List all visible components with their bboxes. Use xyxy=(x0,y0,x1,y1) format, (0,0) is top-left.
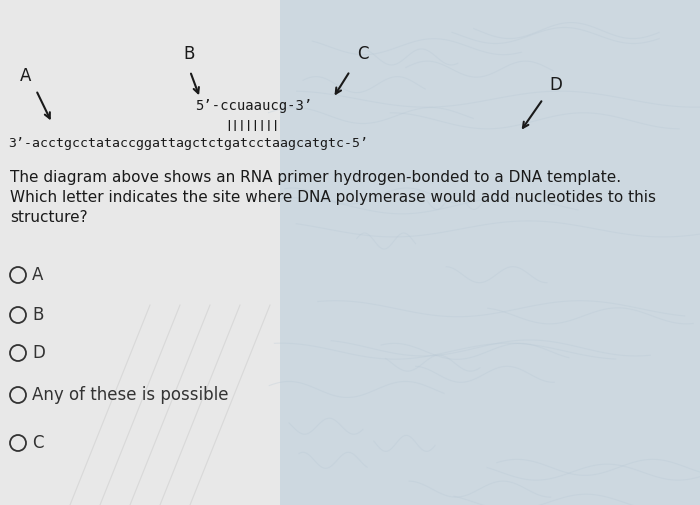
Text: C: C xyxy=(357,45,368,63)
Text: D: D xyxy=(549,76,562,94)
Text: C: C xyxy=(32,434,43,452)
Text: The diagram above shows an RNA primer hydrogen-bonded to a DNA template.: The diagram above shows an RNA primer hy… xyxy=(10,170,621,185)
Bar xyxy=(0,0,280,505)
Text: Which letter indicates the site where DNA polymerase would add nucleotides to th: Which letter indicates the site where DN… xyxy=(10,190,656,205)
Text: D: D xyxy=(32,344,45,362)
Text: 5’-ccuaaucg-3’: 5’-ccuaaucg-3’ xyxy=(195,99,312,113)
Text: B: B xyxy=(183,45,195,63)
Text: A: A xyxy=(32,266,43,284)
Text: ||||||||: |||||||| xyxy=(225,120,279,131)
Text: B: B xyxy=(32,306,43,324)
Text: structure?: structure? xyxy=(10,210,88,225)
Bar xyxy=(280,0,700,505)
Text: Any of these is possible: Any of these is possible xyxy=(32,386,228,404)
Text: 3’-acctgcctataccggattagctctgatcctaagcatgtc-5’: 3’-acctgcctataccggattagctctgatcctaagcatg… xyxy=(8,137,368,150)
Text: A: A xyxy=(20,67,32,85)
